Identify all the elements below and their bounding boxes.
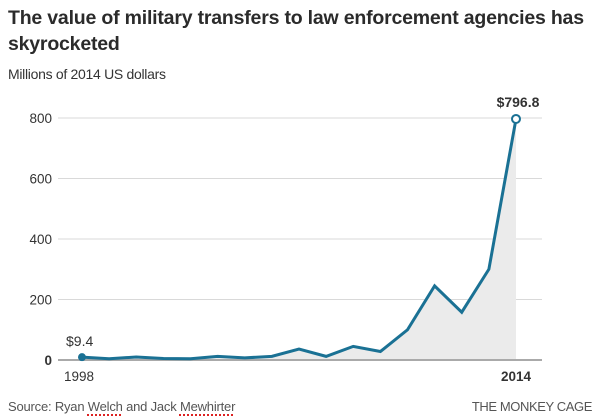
y-tick-label: 400 [29,232,52,247]
source-note: Source: Ryan Welch and Jack Mewhirter [8,399,235,414]
series-line [81,118,518,361]
brand-label: THE MONKEY CAGE [471,399,593,414]
y-tick-label: 600 [29,172,52,187]
annotation-end-value: $796.8 [497,94,540,110]
chart-subtitle: Millions of 2014 US dollars [8,66,166,82]
gridlines [58,117,542,300]
y-tick-label: 800 [29,111,52,126]
y-tick-label: 0 [44,353,52,368]
area-fill [82,118,516,360]
x-tick-label-end: 2014 [501,369,532,384]
annotation-start-value: $9.4 [66,333,93,349]
data-points [78,113,521,362]
source-prefix: Source: Ryan [8,399,88,414]
y-tick-label: 200 [29,293,52,308]
source-mid: and Jack [122,399,180,414]
source-name-mewhirter: Mewhirter [179,399,236,414]
y-axis-ticks: 0 200 400 600 800 [29,111,52,368]
x-axis-ticks: 1998 2014 [64,369,532,384]
x-tick-label-start: 1998 [64,369,94,384]
data-point-start [78,353,86,362]
data-point-end [511,113,521,124]
annotations: $9.4 $796.8 [66,94,540,349]
source-name-welch: Welch [87,399,123,414]
chart-title: The value of military transfers to law e… [8,7,584,55]
